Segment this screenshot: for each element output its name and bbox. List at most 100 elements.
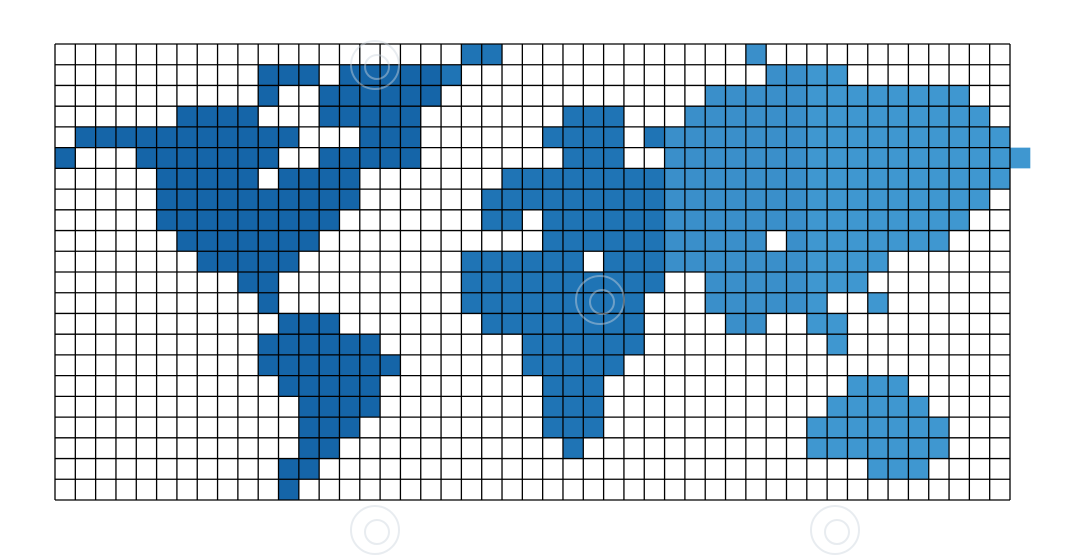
land-cell — [806, 230, 828, 252]
land-cell — [400, 106, 421, 127]
land-cell — [725, 168, 746, 190]
land-cell — [766, 209, 787, 231]
land-cell — [644, 168, 665, 190]
land-cell — [705, 85, 726, 107]
land-cell — [562, 209, 584, 231]
land-cell — [298, 417, 320, 438]
land-cell — [806, 126, 828, 148]
land-cell — [725, 147, 746, 169]
land-cell — [278, 458, 299, 480]
land-cell — [908, 168, 929, 190]
land-cell — [806, 209, 828, 231]
land-cell — [847, 230, 868, 252]
land-cell — [949, 85, 970, 107]
land-cell — [115, 126, 137, 148]
land-cell — [623, 189, 645, 210]
land-cell — [603, 334, 624, 355]
land-cell — [603, 189, 624, 210]
land-cell — [928, 126, 950, 148]
land-cell — [623, 209, 645, 231]
land-cell — [908, 396, 929, 418]
land-cell — [725, 251, 746, 272]
land-cell — [603, 251, 624, 272]
land-cell — [420, 64, 442, 86]
land-cell — [725, 106, 746, 127]
land-cell — [766, 168, 787, 190]
land-cell — [806, 189, 828, 210]
land-cell — [827, 85, 848, 107]
land-cell — [461, 292, 482, 314]
land-cell — [258, 230, 279, 252]
land-cell — [278, 375, 299, 397]
land-cell — [380, 147, 401, 169]
land-cell — [867, 251, 889, 272]
land-cell — [197, 251, 218, 272]
land-cell — [258, 126, 279, 148]
land-cell — [664, 189, 685, 210]
land-cell — [745, 313, 767, 335]
land-cell — [949, 147, 970, 169]
land-cell — [542, 417, 563, 438]
land-cell — [237, 168, 259, 190]
land-cell — [380, 85, 401, 107]
land-cell — [806, 85, 828, 107]
land-cell — [827, 64, 848, 86]
land-cell — [745, 106, 767, 127]
land-cell — [745, 168, 767, 190]
land-cell — [400, 147, 421, 169]
land-cell — [359, 334, 381, 355]
land-cell — [562, 168, 584, 190]
land-cell — [847, 168, 868, 190]
land-cell — [298, 334, 320, 355]
land-cell — [562, 147, 584, 169]
land-cell — [176, 189, 198, 210]
land-cell — [766, 189, 787, 210]
land-cell — [745, 126, 767, 148]
land-cell — [542, 354, 563, 376]
land-cell — [684, 209, 706, 231]
land-cell — [319, 375, 340, 397]
land-cell — [888, 396, 909, 418]
land-cell — [339, 147, 360, 169]
land-cell — [461, 272, 482, 293]
land-cell — [441, 64, 462, 86]
land-cell — [298, 437, 320, 459]
land-cell — [380, 106, 401, 127]
land-cell — [705, 189, 726, 210]
land-cell — [766, 251, 787, 272]
land-cell — [888, 106, 909, 127]
land-cell — [969, 189, 990, 210]
land-cell — [725, 126, 746, 148]
land-cell — [847, 251, 868, 272]
land-cell — [319, 168, 340, 190]
land-cell — [176, 230, 198, 252]
land-cell — [908, 126, 929, 148]
land-cell — [603, 168, 624, 190]
land-cell — [949, 106, 970, 127]
land-cell — [197, 126, 218, 148]
land-cell — [359, 85, 381, 107]
land-cell — [908, 147, 929, 169]
land-cell — [258, 292, 279, 314]
land-cell — [136, 147, 157, 169]
land-cell — [55, 147, 76, 169]
land-cell — [237, 209, 259, 231]
land-cell — [888, 437, 909, 459]
land-cell — [908, 209, 929, 231]
land-cell — [217, 126, 238, 148]
land-cell — [745, 251, 767, 272]
land-cell — [319, 85, 340, 107]
land-cell — [502, 189, 523, 210]
land-cell — [197, 189, 218, 210]
land-cell — [319, 209, 340, 231]
land-cell — [908, 230, 929, 252]
land-cell — [623, 251, 645, 272]
land-cell — [258, 64, 279, 86]
land-cell — [908, 189, 929, 210]
land-cell — [786, 64, 807, 86]
land-cell — [502, 313, 523, 335]
land-cell — [949, 168, 970, 190]
land-cell — [319, 313, 340, 335]
land-cell — [237, 106, 259, 127]
land-cell — [705, 230, 726, 252]
